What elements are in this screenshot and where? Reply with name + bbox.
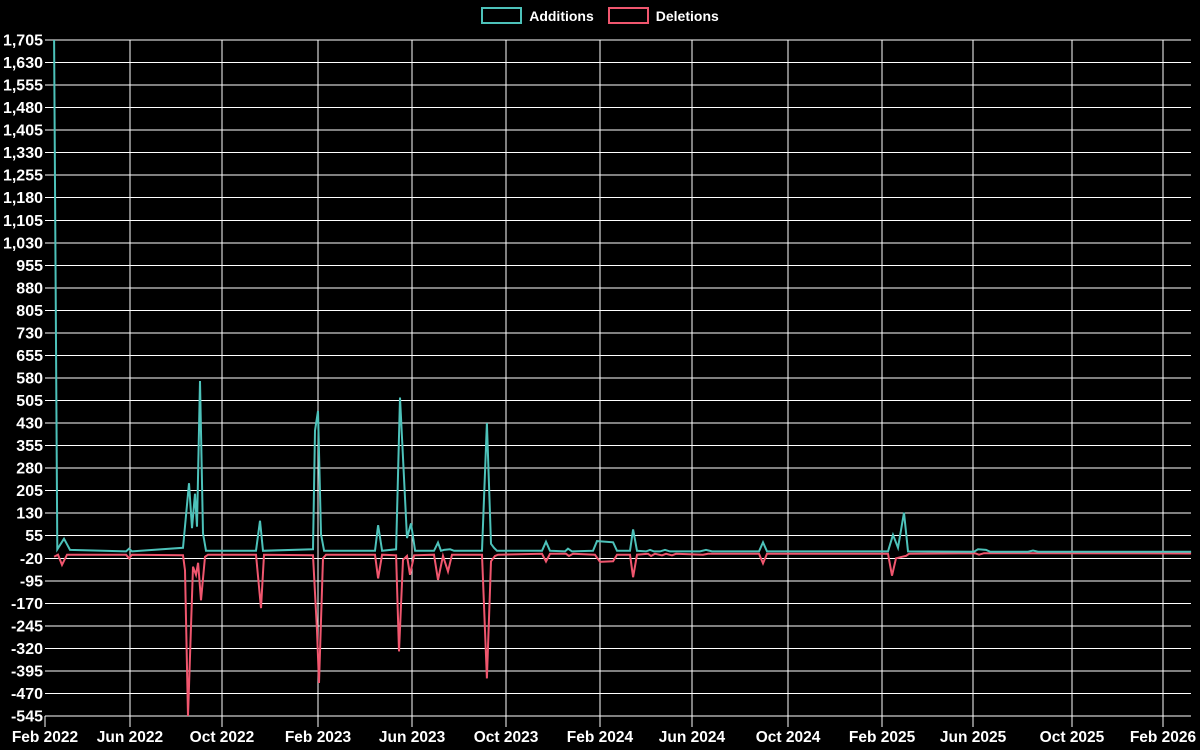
y-axis-label: 280: [16, 461, 43, 478]
x-axis-label: Feb 2026: [1130, 729, 1197, 746]
y-axis-label: -395: [11, 663, 43, 680]
y-axis-label: 1,705: [3, 33, 43, 50]
y-axis-label: 130: [16, 506, 43, 523]
deletions-line: [53, 551, 1192, 717]
y-axis-label: 955: [16, 258, 43, 275]
x-axis-label: Oct 2022: [190, 729, 255, 746]
x-axis-label: Jun 2024: [659, 729, 726, 746]
y-axis-label: 730: [16, 325, 43, 342]
y-axis-label: -170: [11, 596, 43, 613]
legend-item-deletions[interactable]: Deletions: [607, 7, 719, 24]
y-axis-label: 1,255: [3, 168, 43, 185]
y-axis-label: 880: [16, 280, 43, 297]
y-axis-label: -95: [20, 573, 43, 590]
y-axis-label: 505: [16, 393, 43, 410]
y-axis-label: 1,180: [3, 190, 43, 207]
y-axis-label: 1,330: [3, 145, 43, 162]
y-axis-label: 355: [16, 438, 43, 455]
y-axis-label: 1,555: [3, 78, 43, 95]
x-axis-label: Oct 2024: [756, 729, 821, 746]
y-axis-label: 805: [16, 303, 43, 320]
y-axis-label: 205: [16, 483, 43, 500]
x-axis-label: Oct 2025: [1040, 729, 1105, 746]
y-axis-label: 1,030: [3, 235, 43, 252]
y-axis-label: 1,630: [3, 55, 43, 72]
y-axis-label: -545: [11, 709, 43, 726]
x-axis-label: Jun 2025: [940, 729, 1007, 746]
y-axis-label: -320: [11, 641, 43, 658]
additions-legend-label: Additions: [529, 7, 594, 24]
deletions-legend-swatch: [607, 7, 649, 24]
y-axis-label: 430: [16, 416, 43, 433]
x-axis-label: Jun 2023: [379, 729, 446, 746]
y-axis-label: -245: [11, 618, 43, 635]
y-axis-label: 580: [16, 371, 43, 388]
y-axis-label: -20: [20, 551, 43, 568]
y-axis-label: 655: [16, 348, 43, 365]
x-axis-label: Feb 2023: [285, 729, 352, 746]
deletions-legend-label: Deletions: [655, 7, 719, 24]
chart-legend: Additions Deletions: [0, 7, 1200, 24]
y-axis-label: -470: [11, 686, 43, 703]
y-axis-label: 55: [25, 528, 43, 545]
x-axis-label: Feb 2025: [849, 729, 916, 746]
x-axis-label: Jun 2022: [97, 729, 163, 746]
additions-legend-swatch: [481, 7, 523, 24]
y-axis-label: 1,105: [3, 213, 43, 230]
y-axis-label: 1,405: [3, 123, 43, 140]
additions-line: [53, 39, 1192, 553]
x-axis-label: Feb 2024: [567, 729, 634, 746]
y-axis-label: 1,480: [3, 100, 43, 117]
x-axis-label: Oct 2023: [474, 729, 539, 746]
legend-item-additions[interactable]: Additions: [481, 7, 594, 24]
x-axis-label: Feb 2022: [12, 729, 78, 746]
